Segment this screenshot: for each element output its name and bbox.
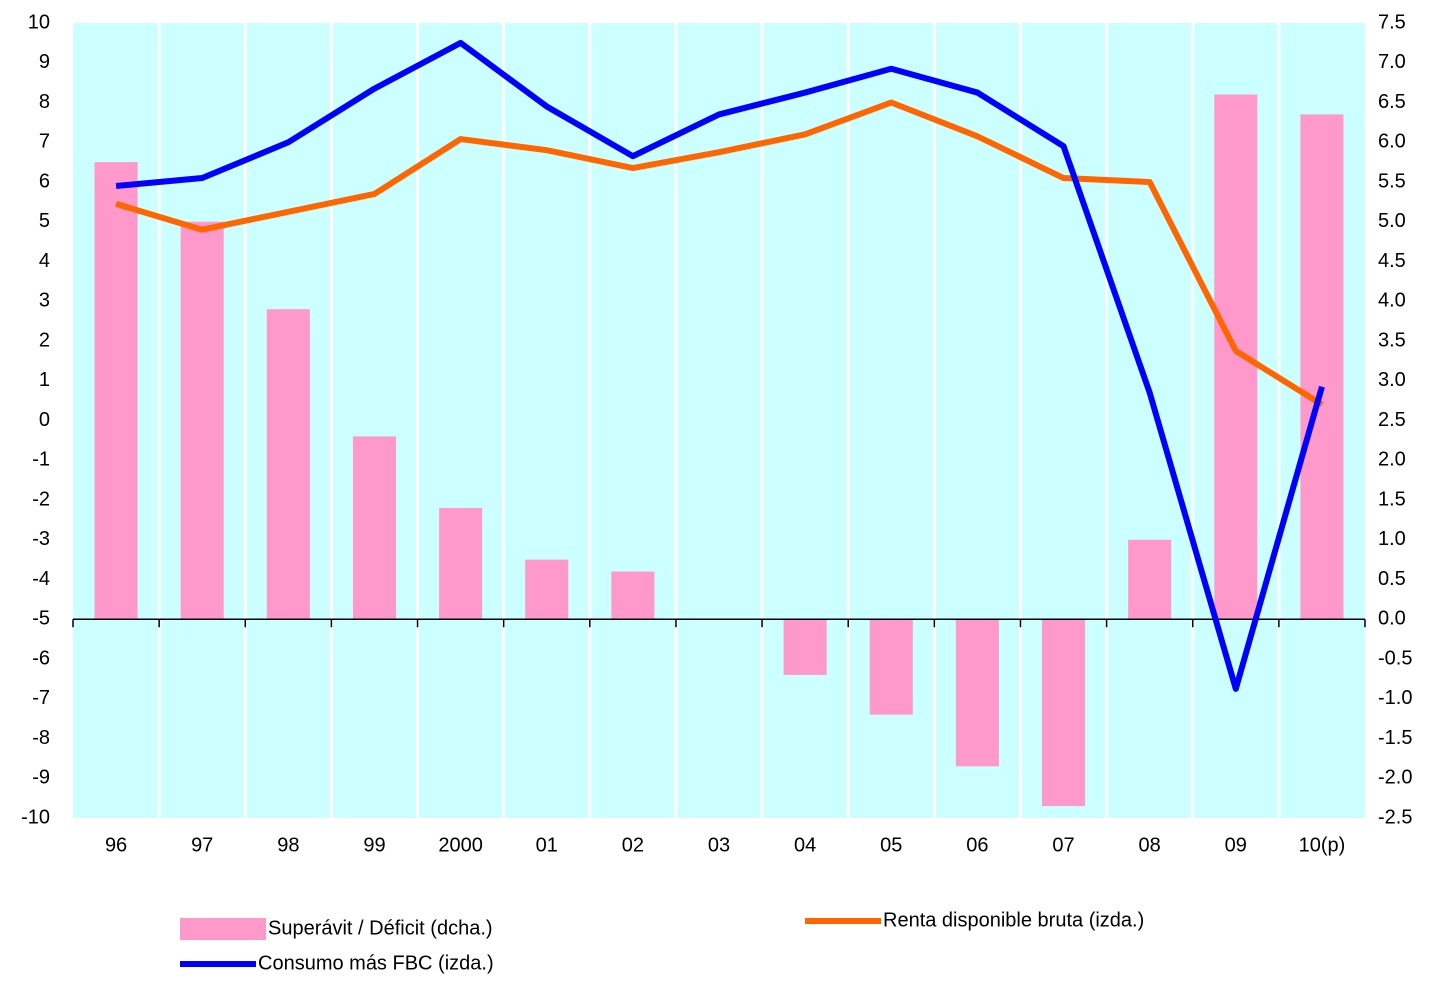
- y-tick-label: 10: [28, 11, 50, 33]
- bar: [783, 619, 827, 675]
- bar: [266, 309, 310, 620]
- bar: [439, 507, 483, 620]
- y-tick-label: -2: [32, 488, 50, 510]
- x-tick-label: 05: [880, 834, 902, 856]
- x-tick-label: 97: [191, 834, 213, 856]
- y-tick-label: -7: [32, 687, 50, 709]
- y-tick-label: 1: [39, 369, 50, 391]
- y2-tick-label: 4.0: [1378, 290, 1406, 312]
- x-tick-label: 08: [1139, 834, 1161, 856]
- y-tick-label: 5: [39, 210, 50, 232]
- y-tick-label: -8: [32, 727, 50, 749]
- y2-tick-label: 1.5: [1378, 488, 1406, 510]
- x-tick-label: 96: [105, 834, 127, 856]
- y2-tick-label: -1.0: [1378, 687, 1412, 709]
- y2-tick-label: 6.0: [1378, 131, 1406, 153]
- y2-tick-label: -2.0: [1378, 767, 1412, 789]
- x-tick-label: 09: [1225, 834, 1247, 856]
- x-tick-label: 01: [536, 834, 558, 856]
- x-tick-label: 03: [708, 834, 730, 856]
- x-tick-label: 07: [1052, 834, 1074, 856]
- legend-swatch: [180, 918, 266, 940]
- line: [115, 39, 1325, 692]
- bar: [611, 571, 655, 620]
- y2-tick-label: 2.0: [1378, 449, 1406, 471]
- bar: [1042, 619, 1086, 807]
- y2-tick-label: 1.0: [1378, 528, 1406, 550]
- x-tick-label: 98: [277, 834, 299, 856]
- y-tick-label: -10: [21, 806, 50, 828]
- bar: [180, 221, 224, 620]
- y2-tick-label: -1.5: [1378, 727, 1412, 749]
- y-tick-label: 7: [39, 131, 50, 153]
- y2-tick-label: 5.0: [1378, 210, 1406, 232]
- y2-tick-label: 3.5: [1378, 329, 1406, 351]
- y-tick-label: -6: [32, 647, 50, 669]
- bar: [94, 162, 138, 620]
- x-tick-label: 04: [794, 834, 816, 856]
- y-tick-label: 8: [39, 91, 50, 113]
- line: [115, 99, 1324, 408]
- y-tick-label: 4: [39, 250, 50, 272]
- bar: [869, 619, 913, 715]
- y-tick-label: -4: [32, 568, 50, 590]
- bar: [1128, 539, 1172, 620]
- y2-tick-label: 0.0: [1378, 608, 1406, 630]
- bar: [352, 436, 396, 620]
- y2-tick-label: 0.5: [1378, 568, 1406, 590]
- y-tick-label: -3: [32, 528, 50, 550]
- y-tick-label: -9: [32, 767, 50, 789]
- y2-tick-label: -2.5: [1378, 806, 1412, 828]
- y2-tick-label: 2.5: [1378, 409, 1406, 431]
- y2-tick-label: 5.5: [1378, 170, 1406, 192]
- legend-label: Renta disponible bruta (izda.): [883, 909, 1144, 931]
- x-tick-label: 99: [363, 834, 385, 856]
- bar: [955, 619, 999, 767]
- y-tick-label: 6: [39, 170, 50, 192]
- y2-tick-label: 3.0: [1378, 369, 1406, 391]
- legend-label: Consumo más FBC (izda.): [258, 952, 494, 974]
- x-tick-label: 10(p): [1299, 834, 1346, 856]
- y-tick-label: 0: [39, 409, 50, 431]
- y2-tick-label: -0.5: [1378, 647, 1412, 669]
- bar: [1300, 114, 1344, 620]
- y-tick-label: 9: [39, 51, 50, 73]
- bar: [525, 559, 569, 620]
- x-tick-label: 2000: [438, 834, 483, 856]
- y-tick-label: -1: [32, 449, 50, 471]
- y2-tick-label: 4.5: [1378, 250, 1406, 272]
- x-tick-label: 06: [966, 834, 988, 856]
- y2-tick-label: 6.5: [1378, 91, 1406, 113]
- legend-label: Superávit / Déficit (dcha.): [268, 917, 493, 939]
- y-tick-label: -5: [32, 608, 50, 630]
- y2-tick-label: 7.5: [1378, 11, 1406, 33]
- y-tick-label: 2: [39, 329, 50, 351]
- x-tick-label: 02: [622, 834, 644, 856]
- y2-tick-label: 7.0: [1378, 51, 1406, 73]
- y-tick-label: 3: [39, 290, 50, 312]
